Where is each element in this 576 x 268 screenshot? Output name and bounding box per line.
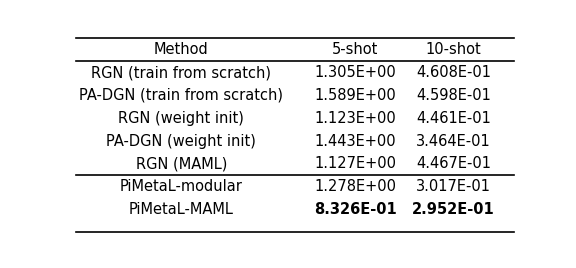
Text: PiMetaL-modular: PiMetaL-modular (120, 179, 243, 194)
Text: RGN (train from scratch): RGN (train from scratch) (92, 65, 271, 80)
Text: 3.464E-01: 3.464E-01 (416, 133, 491, 148)
Text: Method: Method (154, 42, 209, 57)
Text: 5-shot: 5-shot (332, 42, 378, 57)
Text: 1.443E+00: 1.443E+00 (314, 133, 396, 148)
Text: PA-DGN (train from scratch): PA-DGN (train from scratch) (79, 88, 283, 103)
Text: 2.952E-01: 2.952E-01 (412, 202, 495, 217)
Text: PA-DGN (weight init): PA-DGN (weight init) (107, 133, 256, 148)
Text: 4.467E-01: 4.467E-01 (416, 156, 491, 171)
Text: 4.598E-01: 4.598E-01 (416, 88, 491, 103)
Text: 1.278E+00: 1.278E+00 (314, 179, 396, 194)
Text: 8.326E-01: 8.326E-01 (314, 202, 397, 217)
Text: 4.461E-01: 4.461E-01 (416, 111, 491, 126)
Text: 1.305E+00: 1.305E+00 (314, 65, 396, 80)
Text: 1.127E+00: 1.127E+00 (314, 156, 396, 171)
Text: RGN (weight init): RGN (weight init) (119, 111, 244, 126)
Text: 1.589E+00: 1.589E+00 (314, 88, 396, 103)
Text: 3.017E-01: 3.017E-01 (416, 179, 491, 194)
Text: 4.608E-01: 4.608E-01 (416, 65, 491, 80)
Text: PiMetaL-MAML: PiMetaL-MAML (129, 202, 234, 217)
Text: 1.123E+00: 1.123E+00 (314, 111, 396, 126)
Text: RGN (MAML): RGN (MAML) (136, 156, 227, 171)
Text: 10-shot: 10-shot (426, 42, 482, 57)
